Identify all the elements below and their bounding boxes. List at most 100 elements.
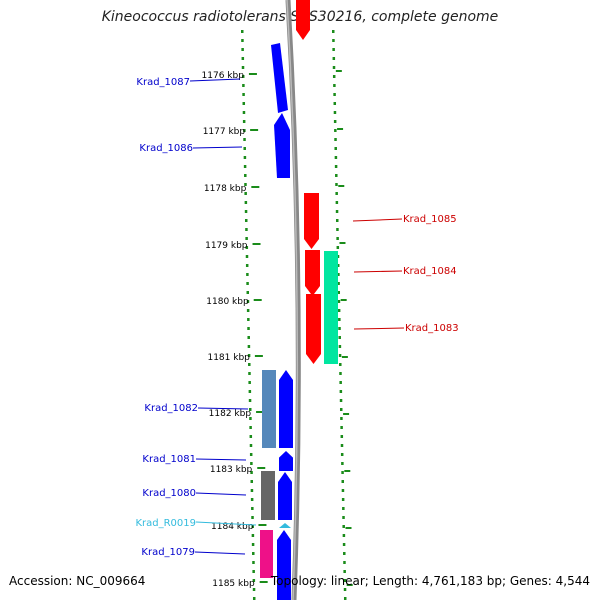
gene-label: Krad_1085 <box>403 214 457 225</box>
right-tick-mark <box>346 584 353 586</box>
dotted-guide-right <box>337 291 341 294</box>
dotted-guide-left <box>245 228 248 231</box>
dotted-guide-right <box>332 48 335 51</box>
ruler-tick-mark <box>256 411 265 413</box>
dotted-guide-right <box>333 93 336 96</box>
dotted-guide-right <box>340 426 343 429</box>
gene-arrow-krad-1087 <box>271 43 288 113</box>
dotted-guide-left <box>242 84 245 87</box>
dotted-guide-right <box>334 156 338 159</box>
right-tick-mark <box>338 185 345 187</box>
dotted-guide-right <box>333 120 337 123</box>
ruler-tick-mark <box>259 581 268 583</box>
gene-arrow-krad-1079 <box>277 530 291 600</box>
dotted-guide-left <box>249 426 252 429</box>
genome-summary: Topology: linear; Length: 4,761,183 bp; … <box>270 574 590 588</box>
gene-label: Krad_1086 <box>139 143 193 154</box>
accession-label: Accession: NC_009664 <box>9 574 146 588</box>
dotted-guide-left <box>248 381 251 384</box>
dotted-guide-right <box>336 237 339 240</box>
dotted-guide-right <box>342 543 346 546</box>
dotted-guide-right <box>337 309 341 312</box>
dotted-guide-left <box>246 282 249 285</box>
dotted-guide-left <box>250 480 254 483</box>
dotted-guide-left <box>241 75 245 78</box>
dotted-guide-left <box>247 318 250 321</box>
ruler-tick-mark <box>253 299 262 301</box>
dotted-guide-right <box>336 264 340 267</box>
dotted-guide-left <box>241 39 244 42</box>
gene-arrow-krad-1085 <box>304 193 319 249</box>
dotted-guide-left <box>252 570 255 573</box>
dotted-guide-right <box>332 39 335 42</box>
dotted-guide-left <box>245 246 249 249</box>
dotted-guide-right <box>335 219 339 222</box>
dotted-guide-left <box>244 219 248 222</box>
dotted-guide-right <box>332 66 336 69</box>
cds-steelblue-block <box>262 370 276 448</box>
dotted-guide-right <box>341 498 345 501</box>
ruler-tick-label: 1185 kbp <box>212 579 255 589</box>
dotted-guide-right <box>342 525 345 528</box>
ruler-tick-label: 1176 kbp <box>202 71 245 81</box>
dotted-guide-left <box>243 165 247 168</box>
dotted-guide-left <box>248 399 252 402</box>
ruler-tick-label: 1180 kbp <box>206 297 249 307</box>
dotted-guide-right <box>335 183 338 186</box>
dotted-guide-right <box>332 75 336 78</box>
gene-arrow-krad-1083 <box>306 294 321 364</box>
dotted-guide-right <box>343 561 346 564</box>
ruler-tick-label: 1184 kbp <box>211 522 254 532</box>
dotted-guide-right <box>336 228 339 231</box>
dotted-guide-right <box>336 255 340 258</box>
ruler-tick-mark <box>248 73 257 75</box>
gene-label: Krad_R0019 <box>135 518 196 529</box>
gene-label: Krad_1080 <box>142 488 196 499</box>
dotted-guide-left <box>241 48 244 51</box>
dotted-guide-right <box>343 570 346 573</box>
dotted-guide-left <box>243 156 247 159</box>
dotted-guide-left <box>248 372 251 375</box>
dotted-guide-left <box>252 552 255 555</box>
genome-backbone-highlight <box>286 0 299 600</box>
dotted-guide-right <box>339 390 343 393</box>
dotted-guide-left <box>242 111 246 114</box>
dotted-guide-left <box>249 417 252 420</box>
rna-arrow-krad-r0019 <box>279 523 291 528</box>
dotted-guide-right <box>342 516 345 519</box>
dotted-guide-left <box>243 129 246 132</box>
dotted-guide-left <box>246 291 250 294</box>
dotted-guide-right <box>335 201 339 204</box>
dotted-guide-right <box>338 345 342 348</box>
dotted-guide-left <box>251 507 254 510</box>
right-tick-mark <box>337 128 344 130</box>
ruler-tick-mark <box>251 186 260 188</box>
dotted-guide-right <box>343 579 347 582</box>
gene-arrow-forward <box>296 0 310 40</box>
dotted-guide-right <box>338 327 341 330</box>
dotted-guide-left <box>241 66 245 69</box>
gene-label: Krad_1079 <box>141 547 195 558</box>
dotted-guide-left <box>251 543 255 546</box>
dotted-guide-left <box>250 498 254 501</box>
dotted-guide-right <box>341 480 345 483</box>
dotted-guide-right <box>340 435 344 438</box>
dotted-guide-right <box>334 129 337 132</box>
gene-leader-line <box>195 458 247 461</box>
dotted-guide-left <box>242 120 246 123</box>
gene-leader-line <box>192 146 243 149</box>
dotted-guide-left <box>245 237 248 240</box>
dotted-guide-left <box>246 309 250 312</box>
right-tick-mark <box>345 527 352 529</box>
gene-leader-line <box>194 551 246 555</box>
right-tick-mark <box>344 470 351 472</box>
dotted-guide-left <box>246 300 250 303</box>
dotted-guide-right <box>339 363 342 366</box>
dotted-guide-right <box>343 552 346 555</box>
cds-gray-block <box>261 471 275 520</box>
dotted-guide-right <box>334 165 338 168</box>
dotted-guide-left <box>252 597 256 600</box>
dotted-guide-right <box>332 57 336 60</box>
